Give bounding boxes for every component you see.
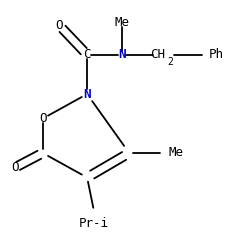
Text: Me: Me [115, 16, 130, 29]
Text: O: O [55, 19, 63, 32]
Text: C: C [83, 48, 91, 61]
Text: Ph: Ph [209, 48, 224, 61]
Text: O: O [11, 161, 19, 174]
Text: N: N [83, 87, 91, 101]
Text: Pr-i: Pr-i [79, 217, 109, 230]
Text: O: O [39, 112, 47, 125]
Text: CH: CH [150, 48, 165, 61]
Text: Me: Me [169, 146, 184, 160]
Text: 2: 2 [167, 57, 173, 67]
Text: N: N [118, 48, 126, 61]
